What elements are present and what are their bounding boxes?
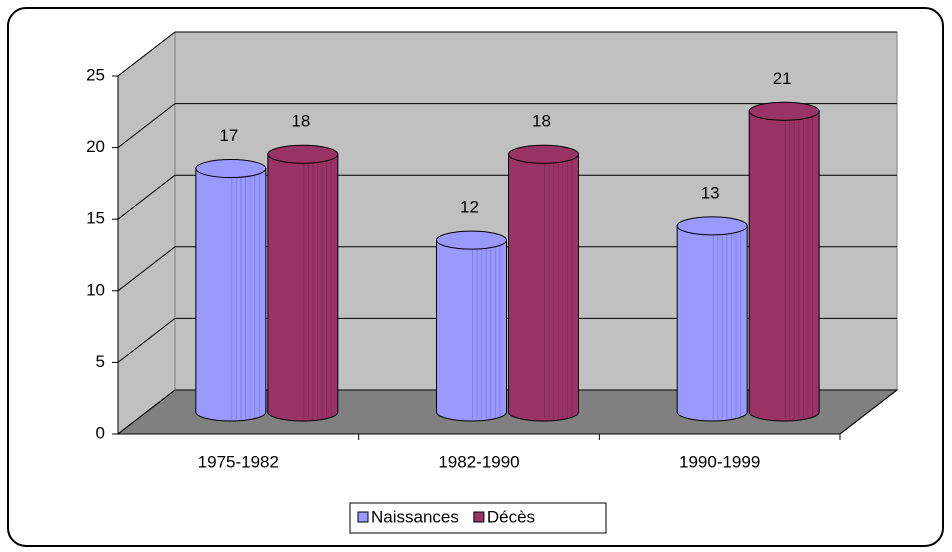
bar — [508, 144, 579, 422]
bar-body — [195, 168, 267, 422]
legend-label: Naissances — [371, 507, 459, 526]
grid-line — [117, 389, 176, 435]
legend-swatch — [357, 511, 369, 523]
value-label: 18 — [532, 112, 551, 131]
y-tick-label: 10 — [86, 280, 105, 299]
bar-body — [748, 110, 820, 422]
value-label: 12 — [460, 198, 479, 217]
bar-body — [508, 153, 579, 422]
legend-label: Décès — [487, 507, 535, 526]
y-tick-label: 20 — [86, 137, 105, 156]
grid-line — [117, 318, 176, 363]
grid-line — [117, 31, 176, 77]
bar — [748, 101, 820, 422]
x-axis-depth — [839, 389, 898, 435]
bar-top — [267, 144, 339, 164]
grid-line — [117, 103, 176, 148]
bar-top — [195, 159, 267, 179]
bar — [195, 159, 267, 422]
bar-top — [508, 144, 579, 164]
bar-top — [676, 216, 748, 236]
y-tick-label: 0 — [96, 423, 105, 442]
value-label: 17 — [219, 126, 238, 145]
x-tick-label: 1982-1990 — [438, 452, 519, 471]
bar-top — [436, 230, 507, 250]
y-tick-label: 5 — [96, 352, 105, 371]
grid-line — [117, 246, 176, 292]
value-label: 13 — [701, 183, 720, 202]
bar-body — [267, 153, 339, 422]
bar — [676, 216, 748, 422]
y-tick-label: 25 — [86, 65, 105, 84]
bar-top — [748, 101, 820, 121]
grid-line — [117, 174, 176, 220]
side-wall — [117, 30, 176, 436]
bar — [267, 144, 339, 422]
x-tick-label: 1990-1999 — [679, 452, 760, 471]
bar-body — [436, 239, 507, 422]
value-label: 21 — [773, 69, 792, 88]
bar — [436, 230, 507, 422]
value-label: 18 — [291, 112, 310, 131]
bar-body — [676, 225, 748, 422]
legend-swatch — [473, 511, 485, 523]
x-tick-label: 1975-1982 — [198, 452, 279, 471]
y-tick-label: 15 — [86, 209, 105, 228]
